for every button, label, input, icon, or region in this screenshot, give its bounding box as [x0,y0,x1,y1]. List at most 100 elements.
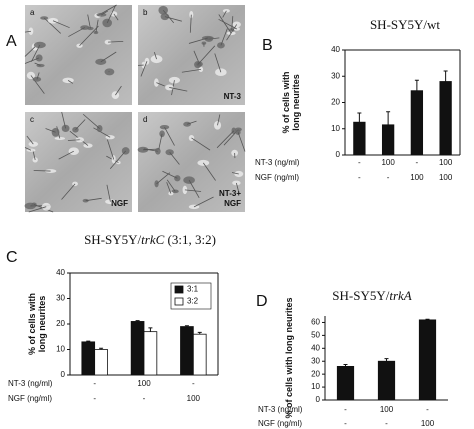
neurite [115,85,122,96]
neurite [188,179,200,199]
neurite [226,24,238,41]
y-tick-label: 30 [331,71,340,80]
treatment-level: - [416,158,419,167]
cell [183,176,195,184]
y-label-line: % of cells with [281,71,291,133]
treatment-level: - [93,379,96,388]
micrograph-label: NT-3+ [219,189,241,198]
title-part: trkC [141,232,164,247]
neurite [106,184,111,202]
neurite [164,16,182,22]
neurite [189,14,192,33]
neurite [214,53,222,73]
bar [94,349,108,376]
y-label-line: % of cells with long neurites [284,297,294,418]
bar [353,121,366,156]
treatment-level: - [143,394,146,403]
neurite [24,46,36,57]
bar [81,341,96,376]
error-bar [386,111,391,125]
bar [180,326,194,376]
neurite [45,128,56,133]
treatment-level: - [358,158,361,167]
neurite [68,27,85,37]
panel-label: C [6,249,18,266]
treatment-name: NT-3 (ng/ml) [255,158,300,167]
bar [192,333,207,376]
y-tick-label: 40 [56,268,65,277]
y-tick-label: 50 [311,330,320,339]
error-bar [443,70,448,82]
title-part: (3:1, 3:2) [164,232,216,247]
error-bar [135,320,140,322]
y-tick-label: 10 [56,345,65,354]
neurite [188,37,208,44]
neurite [52,20,70,29]
neurite [75,119,86,130]
neurite [166,182,172,194]
error-bar [357,112,362,123]
treatment-level: - [387,173,390,182]
title-part: SH-SY5Y/ [84,232,141,247]
treatment-name: NGF (ng/ml) [255,173,299,182]
legend-swatch [174,297,184,306]
y-tick-label: 10 [311,382,320,391]
treatment-level: 100 [137,379,151,388]
panel-label: A [6,33,17,50]
cell [54,136,66,140]
y-tick-label: 30 [311,356,320,365]
neurite [218,14,232,34]
neurite [24,57,40,64]
neurite [166,179,176,192]
error-bar [414,79,419,91]
cell [197,159,210,166]
neurite [169,151,180,165]
neurite [220,28,228,46]
neurite [106,4,117,24]
neurite [222,10,227,18]
error-bar [86,340,91,342]
title-part: trkA [389,288,411,303]
neurite [181,68,201,73]
neurite [31,44,41,62]
title-part: SH-SY5Y/ [332,288,389,303]
neurite [33,170,51,172]
neurite [202,162,216,181]
neurite [231,172,239,175]
micrograph [138,112,245,212]
y-tick-label: 20 [56,319,65,328]
neurite [153,52,157,60]
legend-label: 3:1 [187,285,199,294]
bar [143,331,158,376]
treatment-level: - [344,405,347,414]
cell [68,147,80,156]
micrograph [138,5,245,105]
treatment-level: 100 [439,173,453,182]
chart-title: SH-SY5Y/trkA [332,288,412,303]
cell [40,16,49,20]
cell [160,13,170,21]
neurite [93,127,111,138]
neurite [217,114,221,126]
neurite [24,147,32,151]
micrograph-label: NGF [111,199,128,208]
bar [381,124,395,156]
cell [28,141,39,147]
panel-label: B [262,37,273,54]
neurite [216,130,235,149]
title-part: SH-SY5Y/wt [370,17,440,32]
error-bar [343,363,348,367]
neurite [156,172,171,185]
chart-title: SH-SY5Y/wt [370,17,440,32]
treatment-name: NT-3 (ng/ml) [258,405,303,414]
treatment-level: 100 [439,158,453,167]
neurite [24,30,32,33]
neurite [237,132,246,152]
micrograph-letter: d [143,115,147,124]
error-bar [197,331,202,335]
neurite [61,183,76,200]
neurite [106,139,115,160]
micrograph [25,5,132,105]
y-tick-label: 40 [331,45,340,54]
